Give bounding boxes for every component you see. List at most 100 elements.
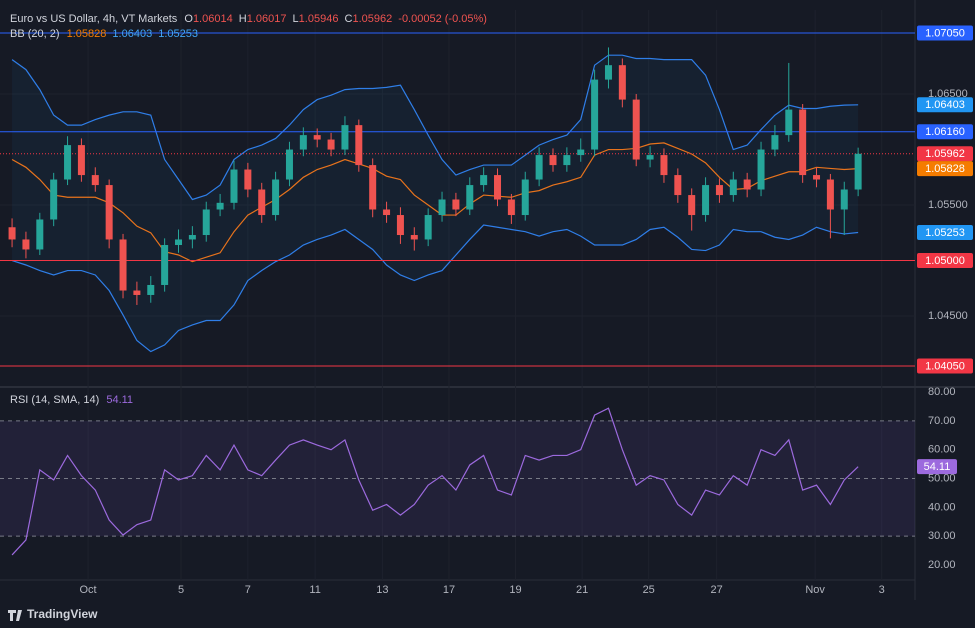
candle-body bbox=[188, 235, 196, 240]
candle-body bbox=[646, 155, 654, 160]
y-tick-label: 70.00 bbox=[928, 415, 956, 427]
x-tick-label: 19 bbox=[509, 584, 521, 596]
candle-body bbox=[854, 153, 862, 190]
candle-body bbox=[22, 239, 30, 250]
candle-body bbox=[383, 209, 391, 216]
price-badge-label: 1.05253 bbox=[925, 227, 965, 239]
candle-body bbox=[757, 149, 765, 190]
price-badge bbox=[917, 224, 973, 240]
indicator-title: BB (20, 2) bbox=[10, 28, 60, 40]
y-tick-label: 30.00 bbox=[928, 530, 956, 542]
candle-body bbox=[272, 179, 280, 216]
candle-body bbox=[785, 109, 793, 136]
candle-body bbox=[396, 215, 404, 236]
bb-upper bbox=[11, 54, 859, 201]
price-badge bbox=[917, 146, 973, 162]
y-tick-label: 20.00 bbox=[928, 559, 956, 571]
candle-body bbox=[91, 175, 99, 186]
x-tick-label: 21 bbox=[576, 584, 588, 596]
ohlc-name: O bbox=[184, 13, 193, 25]
price-badge-label: 1.05962 bbox=[925, 148, 965, 160]
candle-body bbox=[438, 199, 446, 216]
candle-body bbox=[466, 185, 474, 210]
bb-basis bbox=[11, 142, 859, 263]
ohlc-name: L bbox=[293, 13, 299, 25]
candle-body bbox=[36, 219, 44, 250]
y-tick-label: 1.05500 bbox=[928, 199, 968, 211]
price-badge-label: 1.06403 bbox=[925, 99, 965, 111]
y-tick-label: 50.00 bbox=[928, 472, 956, 484]
x-tick-label: 5 bbox=[178, 584, 184, 596]
rsi-badge-label: 54.11 bbox=[924, 461, 951, 473]
y-tick-label: 40.00 bbox=[928, 501, 956, 513]
candle-body bbox=[341, 125, 349, 150]
candle-body bbox=[8, 227, 16, 240]
ohlc-value: 1.06017 bbox=[247, 13, 287, 25]
y-tick-label: 1.04500 bbox=[928, 310, 968, 322]
x-tick-label: 7 bbox=[245, 584, 251, 596]
candle-body bbox=[161, 245, 169, 285]
price-badge bbox=[917, 25, 973, 41]
candle-body bbox=[175, 239, 183, 246]
candle-body bbox=[840, 189, 848, 210]
candle-body bbox=[674, 175, 682, 196]
candle-body bbox=[202, 209, 210, 236]
candle-body bbox=[133, 290, 141, 295]
brand: TradingView bbox=[27, 607, 98, 621]
candle-body bbox=[77, 145, 85, 176]
change: -0.00052 (-0.05%) bbox=[398, 13, 487, 25]
candle-body bbox=[50, 179, 58, 220]
candle-body bbox=[729, 179, 737, 196]
candle-body bbox=[299, 135, 307, 150]
candle-body bbox=[369, 165, 377, 210]
candle-body bbox=[355, 125, 363, 166]
candle-body bbox=[105, 185, 113, 240]
price-badge-label: 1.05000 bbox=[925, 255, 965, 267]
price-badge-label: 1.06160 bbox=[925, 126, 965, 138]
candle-body bbox=[577, 149, 585, 156]
x-tick-label: 11 bbox=[309, 584, 320, 596]
plot-area bbox=[0, 10, 915, 580]
candle-body bbox=[313, 135, 321, 140]
candle-body bbox=[813, 175, 821, 180]
candle-body bbox=[535, 155, 543, 180]
x-tick-label: 3 bbox=[879, 584, 885, 596]
candle-body bbox=[688, 195, 696, 216]
symbol-title: Euro vs US Dollar, 4h, VT Markets bbox=[10, 13, 178, 25]
x-tick-label: 27 bbox=[711, 584, 723, 596]
logo bbox=[8, 610, 22, 621]
candle-body bbox=[702, 185, 710, 216]
candle-body bbox=[632, 99, 640, 160]
ohlc-value: 1.05946 bbox=[299, 13, 339, 25]
candle-body bbox=[604, 65, 612, 80]
indicator-value: 1.05828 bbox=[67, 28, 107, 40]
price-badge bbox=[917, 124, 973, 140]
candle-body bbox=[480, 175, 488, 186]
candle-body bbox=[424, 215, 432, 240]
candle-body bbox=[660, 155, 668, 176]
candle-body bbox=[494, 175, 502, 200]
candle-body bbox=[771, 135, 779, 150]
candle-body bbox=[119, 239, 127, 291]
y-tick-label: 80.00 bbox=[928, 386, 956, 398]
candle-body bbox=[563, 155, 571, 166]
candle-body bbox=[549, 155, 557, 166]
rsi-badge bbox=[917, 459, 957, 475]
indicator-value: 1.05253 bbox=[158, 28, 198, 40]
rsi-value: 54.11 bbox=[106, 394, 133, 406]
x-tick-label: 13 bbox=[376, 584, 388, 596]
x-tick-label: Nov bbox=[805, 584, 825, 596]
candle-body bbox=[244, 169, 252, 190]
rsi-header: RSI (14, SMA, 14) 54.11 bbox=[10, 394, 133, 406]
candle-body bbox=[147, 284, 155, 295]
x-tick-label: Oct bbox=[80, 584, 97, 596]
candle-body bbox=[216, 202, 224, 210]
y-tick-label: 1.06500 bbox=[928, 88, 968, 100]
ohlc-value: 1.05962 bbox=[352, 13, 392, 25]
indicator-header: BB (20, 2) 1.05828 1.06403 1.05253 bbox=[10, 28, 198, 40]
candle-body bbox=[452, 199, 460, 210]
candle-body bbox=[591, 79, 599, 150]
candle-body bbox=[285, 149, 293, 180]
